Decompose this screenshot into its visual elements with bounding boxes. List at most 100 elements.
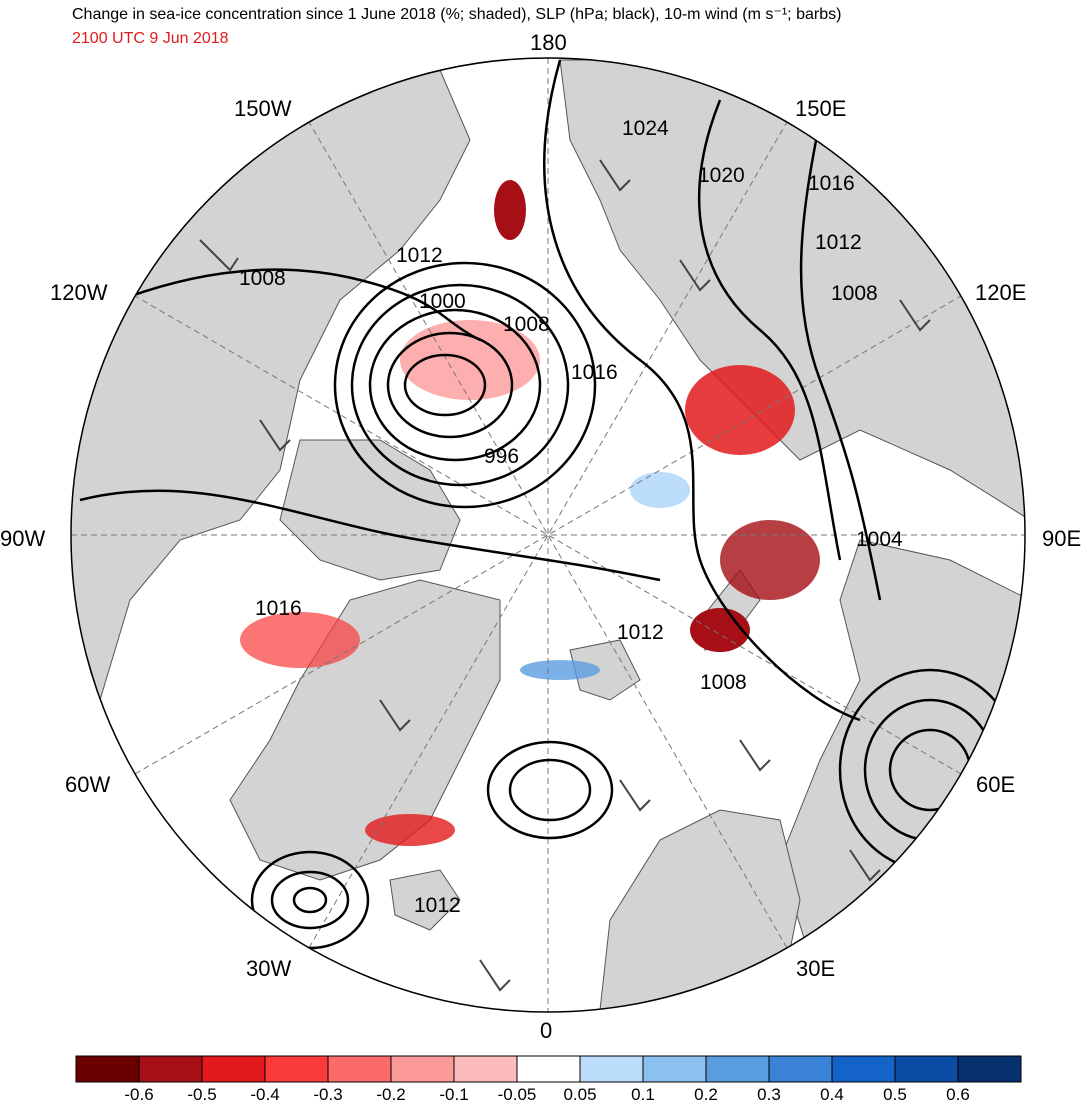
colorbar-swatch	[75, 1055, 140, 1083]
lon-label-90e: 90E	[1042, 526, 1082, 551]
lon-label-150w: 150W	[234, 96, 292, 121]
ice-gain-patch	[630, 472, 690, 508]
colorbar-swatch	[201, 1055, 266, 1083]
slp-label: 1012	[815, 231, 862, 254]
colorbar-label: -0.2	[376, 1085, 406, 1104]
meridian-60w-120e	[134, 295, 962, 775]
colorbar-label: 0.2	[694, 1085, 718, 1104]
colorbar-swatch	[390, 1055, 455, 1083]
slp-contour	[543, 59, 861, 722]
colorbar-swatch	[138, 1055, 203, 1083]
slp-contour	[403, 353, 487, 417]
colorbar-swatch	[894, 1055, 959, 1083]
colorbar-swatch	[516, 1055, 581, 1083]
ice-change-shading	[240, 180, 820, 846]
colorbar-label: 0.05	[563, 1085, 597, 1104]
meridian-30w-150e	[308, 121, 788, 949]
lon-label-30e: 30E	[796, 956, 836, 981]
lon-label-180: 180	[530, 30, 567, 55]
slp-contour	[799, 119, 882, 601]
slp-label: 1008	[700, 671, 747, 694]
slp-label: 1008	[239, 267, 286, 290]
slp-labels: 1024 1020 1016 1012 1008 1012 1008 1000 …	[239, 117, 903, 917]
colorbar-label: 0.5	[883, 1085, 907, 1104]
slp-label: 1008	[503, 313, 550, 336]
land-svalbard	[569, 639, 641, 701]
land-iceland	[389, 869, 461, 931]
slp-label: 1024	[622, 117, 669, 140]
ice-loss-patch	[494, 180, 526, 240]
lon-label-0: 0	[540, 1018, 553, 1043]
colorbar-swatch	[264, 1055, 329, 1083]
meridian-60e-120w	[134, 295, 962, 775]
colorbar-swatch	[327, 1055, 392, 1083]
slp-label: 1008	[831, 282, 878, 305]
lon-label-30w: 30W	[246, 956, 292, 981]
colorbar-label: -0.6	[124, 1085, 154, 1104]
map-border	[70, 57, 1026, 1013]
colorbar	[75, 1055, 1022, 1083]
colorbar-swatch	[453, 1055, 518, 1083]
land-greenland	[229, 579, 501, 881]
wind-barb	[199, 239, 239, 272]
colorbar-swatch	[705, 1055, 770, 1083]
wind-barbs	[199, 159, 931, 992]
slp-label: 1016	[255, 597, 302, 620]
slp-contour	[486, 740, 614, 840]
colorbar-label: -0.4	[250, 1085, 280, 1104]
lon-label-150e: 150E	[795, 96, 847, 121]
slp-label: 1012	[414, 894, 461, 917]
slp-contour	[119, 268, 481, 342]
slp-label: 1004	[856, 528, 903, 551]
slp-label: 1012	[396, 244, 443, 267]
valid-time: 2100 UTC 9 Jun 2018	[72, 30, 229, 47]
wind-barb	[619, 779, 651, 812]
meridian-30e-150w	[308, 121, 788, 949]
slp-contour	[79, 489, 661, 582]
map-title: Change in sea-ice concentration since 1 …	[72, 6, 842, 23]
lon-label-120e: 120E	[975, 280, 1027, 305]
colorbar-label: -0.1	[439, 1085, 469, 1104]
wind-barb	[679, 259, 711, 292]
colorbar-swatch	[957, 1055, 1022, 1083]
ice-loss-patch	[690, 608, 750, 652]
slp-contour	[697, 99, 842, 561]
ice-gain-patch	[520, 660, 600, 680]
slp-contour	[386, 331, 514, 439]
colorbar-label: 0.4	[820, 1085, 844, 1104]
wind-barb	[599, 159, 631, 192]
slp-label: 1000	[419, 290, 466, 313]
slp-label: 1016	[571, 361, 618, 384]
wind-barb	[479, 959, 511, 992]
ice-loss-patch	[720, 520, 820, 600]
ice-loss-patch	[240, 612, 360, 668]
slp-contour	[508, 758, 592, 822]
wind-barb	[849, 849, 881, 882]
colorbar-swatch	[768, 1055, 833, 1083]
ice-loss-patch	[365, 814, 455, 846]
lon-label-90w: 90W	[0, 526, 46, 551]
slp-label: 1012	[617, 621, 664, 644]
slp-contour	[270, 870, 350, 930]
colorbar-label: -0.5	[187, 1085, 217, 1104]
wind-barb	[379, 699, 411, 732]
colorbar-label: 0.6	[946, 1085, 970, 1104]
wind-barb	[739, 739, 771, 772]
colorbar-swatch	[831, 1055, 896, 1083]
slp-label: 1016	[808, 172, 855, 195]
wind-barb	[899, 299, 931, 332]
colorbar-label: 0.3	[757, 1085, 781, 1104]
colorbar-label: 0.1	[631, 1085, 655, 1104]
ice-loss-patch	[685, 365, 795, 455]
lon-label-60e: 60E	[976, 772, 1016, 797]
slp-label: 996	[484, 445, 519, 468]
lon-label-60w: 60W	[65, 772, 111, 797]
lon-label-120w: 120W	[50, 280, 108, 305]
slp-contour	[292, 886, 328, 914]
colorbar-label: -0.3	[313, 1085, 343, 1104]
slp-label: 1020	[698, 164, 745, 187]
slp-contour	[333, 261, 597, 509]
colorbar-swatch	[642, 1055, 707, 1083]
wind-barb	[259, 419, 291, 452]
